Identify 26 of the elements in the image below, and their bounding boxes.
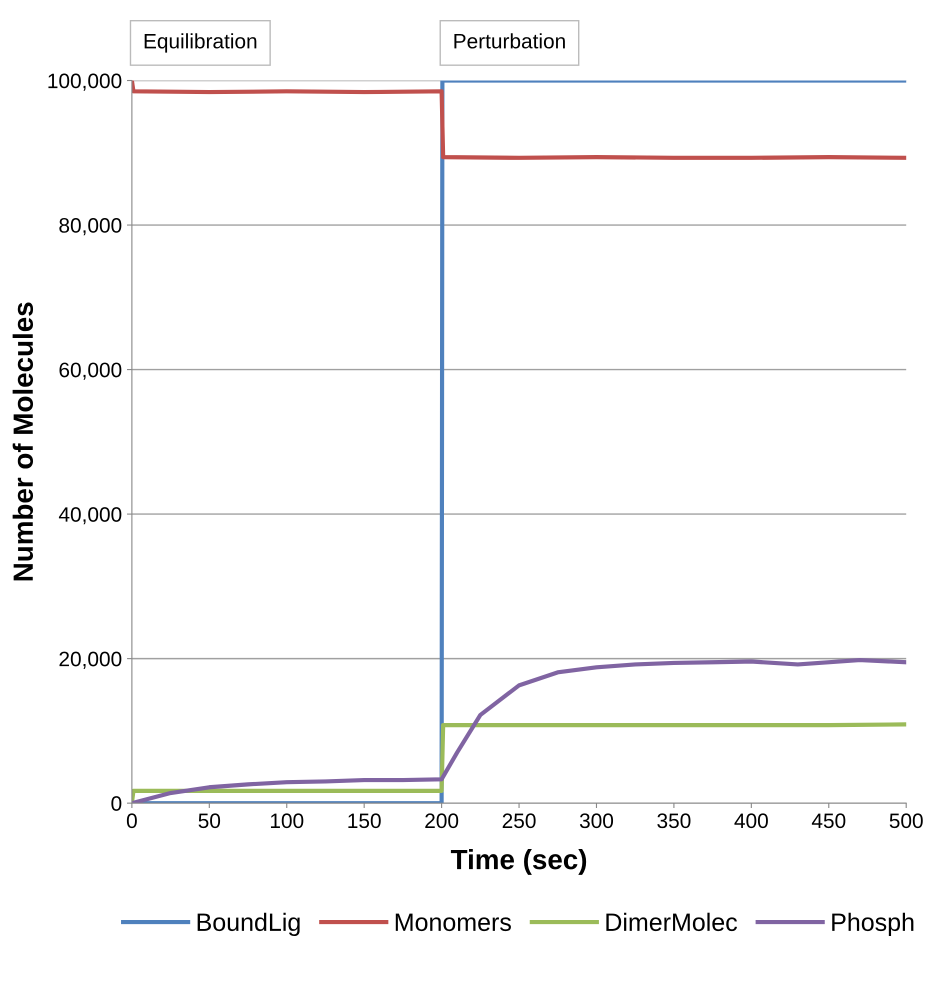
x-tick-label: 100 bbox=[270, 813, 304, 828]
y-tick-label: 80,000 bbox=[59, 218, 122, 236]
y-tick-label: 60,000 bbox=[60, 362, 122, 380]
y-tick-label: 20,000 bbox=[59, 652, 122, 669]
x-tick-label: 150 bbox=[348, 813, 381, 828]
legend-label: Monomers bbox=[396, 914, 511, 932]
x-tick-label: 350 bbox=[657, 813, 690, 828]
x-tick-label: 50 bbox=[198, 813, 220, 828]
text: Perturbation bbox=[454, 33, 565, 49]
x-tick-label: 500 bbox=[890, 813, 923, 828]
x-tick-label: 300 bbox=[580, 813, 614, 828]
line-series bbox=[132, 80, 906, 160]
x-tick-label: 200 bbox=[425, 813, 458, 828]
x-tick-label: 250 bbox=[502, 813, 536, 828]
y-tick-label: 0 bbox=[111, 796, 122, 811]
legend-label: BoundLig bbox=[198, 912, 300, 936]
legend-label: DimerMolec bbox=[606, 912, 738, 932]
x-tick-label: 450 bbox=[812, 813, 846, 828]
y-axis-title: Number of Molecules bbox=[12, 302, 34, 580]
legend-label: Phosph bbox=[832, 912, 914, 936]
x-axis-title: Time (sec) bbox=[450, 848, 586, 875]
x-tick-label: 400 bbox=[734, 813, 768, 828]
x-tick-label: 0 bbox=[126, 813, 137, 828]
text: Equilibration bbox=[144, 33, 256, 53]
y-tick-label: 40,000 bbox=[58, 507, 122, 524]
y-tick-label: 100,000 bbox=[48, 74, 122, 91]
